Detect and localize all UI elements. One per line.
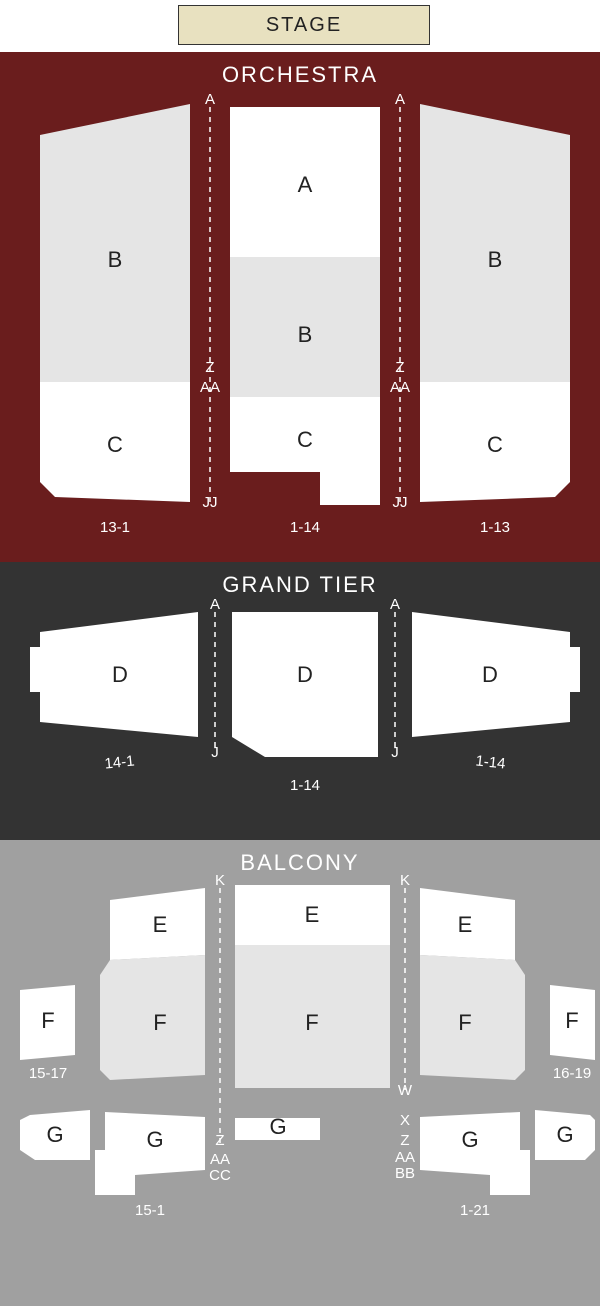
row-label: W [398,1082,413,1099]
seat-range: 1-21 [460,1202,490,1219]
section-label-bal-left-E: E [153,912,168,937]
level-balcony: BALCONY EFFGGEFGEFFGGKZAACCKWXZAABB15-17… [0,840,600,1306]
row-label: Z [205,359,214,376]
row-label-top: A [205,91,215,108]
row-label-top: K [400,872,410,889]
orchestra-svg: B C A B C B C A Z AA JJ A Z AA JJ 13-1 1-14 1-13 [0,52,600,562]
section-label-bal-right-G2: G [461,1127,478,1152]
seat-range: 15-17 [29,1065,67,1082]
section-label-orch-right-C: C [487,432,503,457]
section-label-orch-ctr-B: B [298,322,313,347]
seat-range: 14-1 [104,753,136,773]
row-label: AA [210,1151,230,1168]
section-label-bal-rightbox-F: F [565,1008,578,1033]
row-label: AA [200,379,220,396]
section-orch-left-B[interactable] [40,104,190,382]
section-orch-right-B[interactable] [420,104,570,382]
seat-range: 1-14 [290,519,320,536]
section-label-orch-right-B: B [488,247,503,272]
row-label: J [391,744,399,761]
row-label: Z [400,1132,409,1149]
section-label-gt-ctr: D [297,662,313,687]
row-label: X [400,1112,410,1129]
seat-range: 1-14 [475,753,507,773]
section-label-bal-ctr-F: F [305,1010,318,1035]
row-label: Z [215,1132,224,1149]
section-label-bal-right-E: E [458,912,473,937]
row-label: AA [390,379,410,396]
section-label-orch-ctr-C: C [297,427,313,452]
row-label-top: K [215,872,225,889]
section-label-orch-ctr-A: A [298,172,313,197]
stage-box: STAGE [178,5,430,45]
level-grand-tier: GRAND TIER DDDAJAJ14-11-141-14 [0,562,600,840]
seating-chart: STAGE ORCHESTRA BCABCBCAZAAJJAZAAJJ13-11… [0,0,600,1306]
section-label-orch-left-C: C [107,432,123,457]
section-label-gt-left: D [112,662,128,687]
row-label: AA [395,1149,415,1166]
seat-range: 1-13 [480,519,510,536]
row-label: CC [209,1167,231,1184]
section-label-gt-right: D [482,662,498,687]
seat-range: 1-14 [290,777,320,794]
row-label: BB [395,1165,415,1182]
row-label: JJ [203,494,218,511]
section-label-bal-leftbox-F: F [41,1008,54,1033]
section-label-bal-left-F: F [153,1010,166,1035]
seat-range: 15-1 [135,1202,165,1219]
section-label-bal-right-F: F [458,1010,471,1035]
balcony-svg: EFFGGEFGEFFGGKZAACCKWXZAABB15-1716-1915-… [0,840,600,1306]
section-bal-left-G2[interactable] [95,1112,205,1195]
row-label: JJ [393,494,408,511]
section-bal-right-G2[interactable] [420,1112,530,1195]
stage-label: STAGE [266,14,342,36]
section-label-bal-left-G1: G [46,1122,63,1147]
row-label: Z [395,359,404,376]
row-label-top: A [390,596,400,613]
seat-range: 13-1 [100,519,130,536]
section-label-bal-ctr-E: E [305,902,320,927]
row-label-top: A [395,91,405,108]
section-label-orch-left-B: B [108,247,123,272]
row-label-top: A [210,596,220,613]
section-bal-right-F[interactable] [420,955,525,1080]
row-label: J [211,744,219,761]
level-orchestra: ORCHESTRA BCABCBCAZAAJJAZAAJJ13-11-141-1… [0,52,600,562]
section-label-bal-right-G1: G [556,1122,573,1147]
section-label-bal-ctr-G: G [269,1114,286,1139]
section-label-bal-left-G2: G [146,1127,163,1152]
seat-range: 16-19 [553,1065,591,1082]
grand-tier-svg: D D D A J A J 14-1 1-14 1-14 [0,562,600,840]
